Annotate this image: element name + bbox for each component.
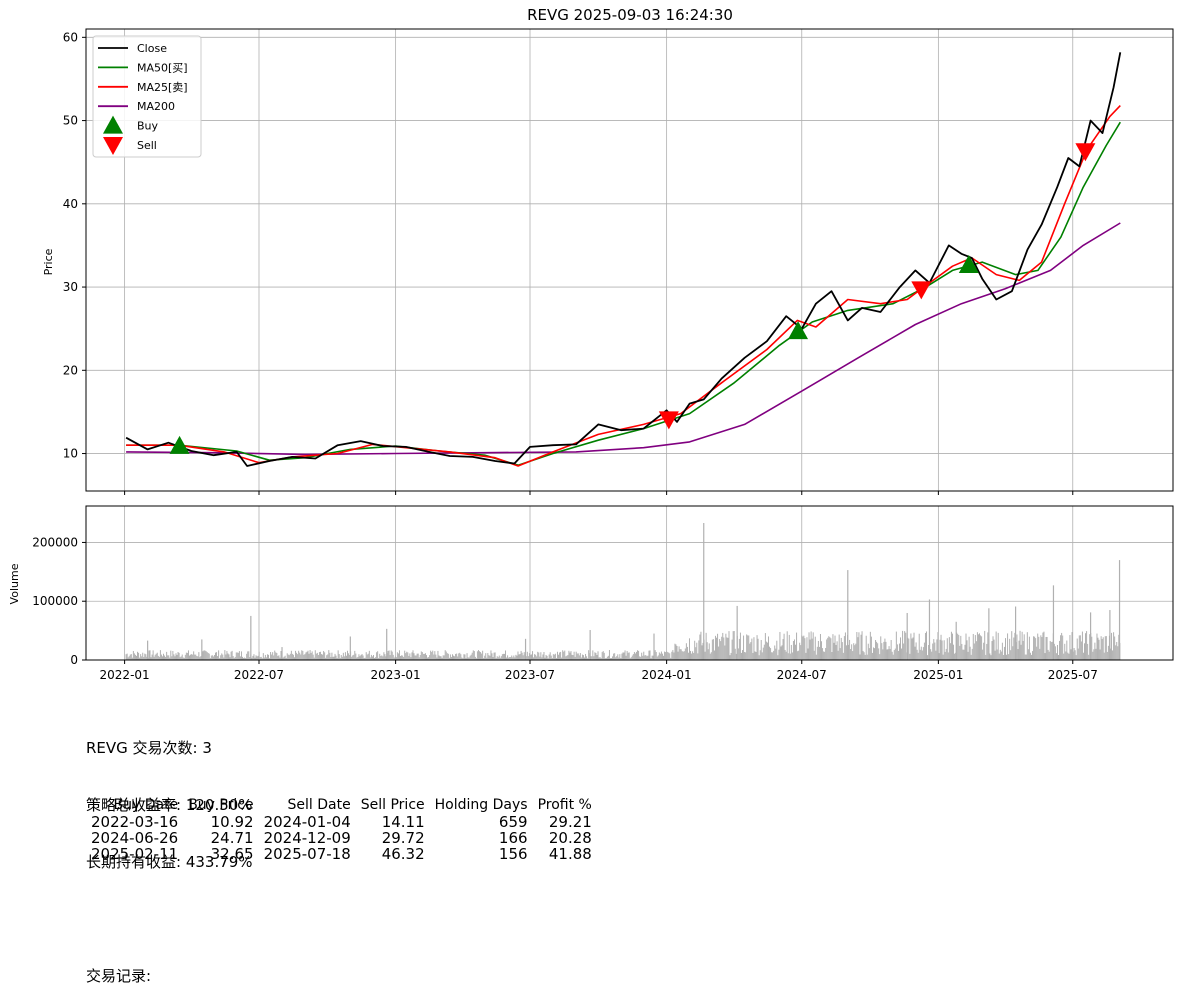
x-tick-label: 2022-07 bbox=[234, 668, 284, 682]
price-plot-frame bbox=[85, 28, 1174, 492]
records-title: 交易记录: bbox=[86, 967, 152, 985]
table-cell: 29.21 bbox=[548, 813, 592, 831]
table-cell: 10.92 bbox=[210, 813, 254, 831]
column-header: Holding Days bbox=[434, 797, 528, 813]
trade-records-table: Buy Date Buy Price Sell Date Sell Price … bbox=[86, 796, 597, 862]
legend: Close MA50[买] MA25[卖] MA200 Buy Sell bbox=[92, 35, 202, 158]
price-axis-label: Price bbox=[42, 248, 55, 275]
x-tick-label: 2024-01 bbox=[642, 668, 692, 682]
x-tick-label: 2024-07 bbox=[777, 668, 827, 682]
x-tick-label: 2025-07 bbox=[1048, 668, 1098, 682]
volume-y-tick-label: 0 bbox=[70, 653, 78, 667]
table-cell: 2024-06-26 bbox=[91, 829, 179, 847]
series-line-Close bbox=[125, 52, 1122, 467]
table-cell: 24.71 bbox=[210, 829, 254, 847]
price-y-tick-label: 60 bbox=[63, 30, 78, 44]
sell-marker bbox=[658, 411, 679, 430]
legend-label: Sell bbox=[137, 139, 157, 152]
table-cell: 29.72 bbox=[381, 829, 425, 847]
table-cell: 659 bbox=[498, 813, 528, 831]
chart-title: REVG 2025-09-03 16:24:30 bbox=[527, 6, 733, 24]
column-header: Profit % bbox=[537, 797, 592, 813]
table-cell: 2024-01-04 bbox=[263, 813, 351, 831]
column-header: Buy Date bbox=[113, 797, 179, 813]
table-row: 2024-06-26 24.71 2024-12-09 29.72 166 20… bbox=[86, 830, 597, 846]
legend-buy-marker bbox=[103, 115, 123, 134]
table-header-row: Buy Date Buy Price Sell Date Sell Price … bbox=[86, 796, 597, 814]
trade-count: REVG 交易次数: 3 bbox=[86, 739, 212, 757]
table-cell: 2025-07-18 bbox=[263, 845, 351, 863]
x-tick-label: 2023-01 bbox=[371, 668, 421, 682]
table-cell: 2022-03-16 bbox=[91, 813, 179, 831]
price-y-tick-label: 10 bbox=[63, 447, 78, 461]
strategy-return: 策略总收益率: 120.50% bbox=[86, 796, 253, 814]
legend-label: MA200 bbox=[137, 100, 175, 113]
legend-box bbox=[92, 35, 202, 158]
volume-y-tick-label: 200000 bbox=[32, 535, 78, 549]
legend-label: MA50[买] bbox=[137, 61, 188, 74]
x-tick-label: 2022-01 bbox=[100, 668, 150, 682]
column-header: Sell Price bbox=[360, 797, 425, 813]
volume-plot-frame bbox=[85, 505, 1174, 661]
price-grid bbox=[86, 29, 1173, 491]
buy-marker bbox=[958, 254, 979, 273]
price-y-tick-label: 20 bbox=[63, 363, 78, 377]
column-header: Buy Price bbox=[188, 797, 254, 813]
trade-markers bbox=[169, 143, 1096, 454]
series-line-MA50[买] bbox=[126, 121, 1121, 467]
legend-label: Buy bbox=[137, 120, 159, 133]
table-row: 2025-02-11 32.65 2025-07-18 46.32 156 41… bbox=[86, 846, 597, 862]
legend-sell-marker bbox=[103, 137, 123, 155]
x-tick-label: 2023-07 bbox=[505, 668, 555, 682]
buy-marker bbox=[169, 435, 190, 454]
sell-marker bbox=[911, 281, 932, 300]
table-cell: 20.28 bbox=[548, 829, 592, 847]
table-row: 2022-03-16 10.92 2024-01-04 14.11 659 29… bbox=[86, 814, 597, 830]
table-cell: 2025-02-11 bbox=[91, 845, 179, 863]
legend-label: MA25[卖] bbox=[137, 81, 188, 94]
price-y-tick-label: 40 bbox=[63, 197, 78, 211]
price-y-ticks: 10 20 30 40 50 60 bbox=[63, 30, 86, 461]
volume-bars bbox=[125, 523, 1121, 660]
buy-hold-return: 长期持有收益: 433.79% bbox=[86, 853, 253, 871]
volume-y-ticks: 0 100000 200000 bbox=[32, 535, 86, 667]
column-header: Sell Date bbox=[287, 797, 351, 813]
price-y-tick-label: 30 bbox=[63, 280, 78, 294]
table-cell: 41.88 bbox=[548, 845, 592, 863]
table-cell: 156 bbox=[498, 845, 528, 863]
series-line-MA200 bbox=[126, 222, 1121, 456]
x-ticks: 2022-01 2022-07 2023-01 2023-07 2024-01 2024-… bbox=[100, 491, 1098, 682]
x-tick-label: 2025-01 bbox=[913, 668, 963, 682]
buy-marker bbox=[788, 321, 809, 340]
table-cell: 166 bbox=[498, 829, 528, 847]
table-cell: 46.32 bbox=[381, 845, 425, 863]
legend-label: Close bbox=[137, 42, 167, 55]
table-cell: 2024-12-09 bbox=[263, 829, 351, 847]
series-line-MA25[卖] bbox=[126, 105, 1121, 467]
volume-y-tick-label: 100000 bbox=[32, 594, 78, 608]
table-cell: 32.65 bbox=[210, 845, 254, 863]
volume-axis-label: Volume bbox=[8, 563, 21, 604]
price-y-tick-label: 50 bbox=[63, 114, 78, 128]
table-cell: 14.11 bbox=[381, 813, 425, 831]
price-lines bbox=[125, 52, 1122, 467]
sell-marker bbox=[1075, 143, 1096, 162]
volume-grid bbox=[86, 506, 1173, 661]
